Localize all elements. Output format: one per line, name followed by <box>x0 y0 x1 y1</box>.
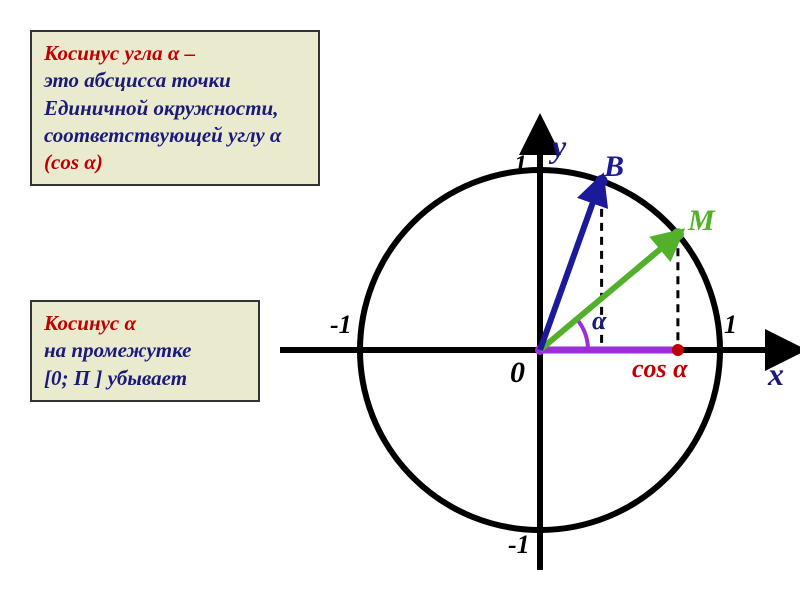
point-b-label: B <box>604 150 624 184</box>
angle-arc <box>577 319 588 350</box>
origin-label: 0 <box>510 356 525 390</box>
y-axis-label: y <box>552 128 566 165</box>
tick-one-x: 1 <box>724 310 737 340</box>
tick-neg-one-x: -1 <box>330 310 352 340</box>
x-axis-label: x <box>768 356 784 393</box>
point-m-label: M <box>688 204 715 238</box>
tick-neg-one-y: -1 <box>508 530 530 560</box>
cos-alpha-label: cos α <box>632 354 688 384</box>
tick-one-y: 1 <box>514 150 527 180</box>
unit-circle-diagram <box>0 0 800 600</box>
angle-alpha-label: α <box>592 306 606 336</box>
point-m-dot <box>672 228 684 240</box>
